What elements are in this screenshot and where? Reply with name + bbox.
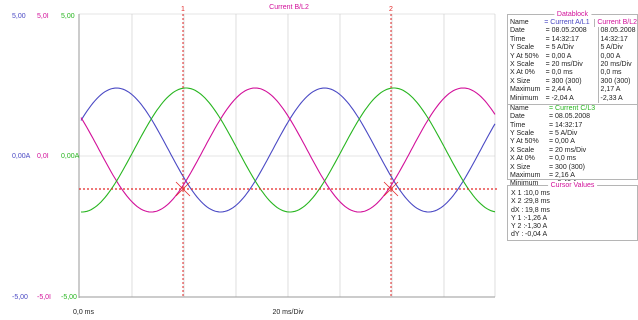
datablock-b-row-xat: X At 0% = 0,0 ms — [510, 155, 577, 163]
datablock-panel: Datablock Name = Current A/L1 Current B/… — [507, 10, 638, 187]
cursor-y1-row: Y 1 : -1,26 A — [511, 214, 548, 222]
cursor-y2-row: Y 2 : -1,30 A — [511, 223, 548, 231]
waveform-current-a-l1 — [80, 87, 496, 213]
cursor-values-title: Cursor Values — [547, 181, 598, 190]
datablock-b-row-yat: Y At 50% = 0,00 A — [510, 138, 575, 146]
datablock-b-row-date: Date = 08.05.2008 — [510, 113, 591, 121]
datablock-row-yat: Y At 50% = 0,00 A 0,00 A — [508, 52, 637, 61]
datablock-row-yscale: Y Scale = 5 A/Div 5 A/Div — [508, 44, 637, 53]
datablock-b-row-xsize: X Size = 300 (300) — [510, 163, 585, 171]
datablock-row-minimum: Minimum = -2,04 A -2,33 A — [508, 94, 637, 103]
datablock-b-row-maximum: Maximum = 2,16 A — [510, 172, 575, 180]
x-scale-label: 20 ms/Div — [272, 309, 304, 316]
datablock-row-xscale: X Scale = 20 ms/Div 20 ms/Div — [508, 60, 637, 70]
y-mid-label-b: 0,0I — [37, 153, 49, 160]
y-mid-label-a: 0,00A — [12, 153, 31, 160]
y-bottom-label-a: -5,00 — [12, 294, 28, 301]
waveform-current-c-l3 — [81, 87, 496, 213]
datablock-title: Datablock — [553, 10, 592, 19]
x-start-label: 0,0 ms — [73, 309, 95, 316]
channel-title: Current B/L2 — [269, 4, 309, 11]
datablock-b-row-name: Name = Current C/L3 — [510, 104, 596, 112]
y-top-label-c: 5,00 — [61, 13, 75, 20]
cursor-1-marker — [175, 181, 191, 197]
datablock-row-time: Time = 14:32:17 14:32:17 — [508, 35, 637, 45]
y-top-label-a: 5,00 — [12, 13, 26, 20]
cursor-x2-row: X 2 : 29,8 ms — [511, 198, 550, 206]
cursor-dy-row: dY : -0,04 A — [511, 231, 548, 239]
cursor-2-marker — [383, 181, 399, 197]
datablock-row-maximum: Maximum = 2,44 A 2,17 A — [508, 86, 637, 95]
y-bottom-label-c: -5,00 — [61, 294, 77, 301]
datablock-row-xsize: X Size = 300 (300) 300 (300) — [508, 77, 637, 87]
datablock-row-name: Name = Current A/L1 Current B/L2 — [510, 19, 637, 28]
cursor-2-label: 2 — [389, 6, 393, 13]
cursor-dx-row: dX : 19,8 ms — [511, 206, 550, 214]
datablock-b-row-xscale: X Scale = 20 ms/Div — [510, 146, 587, 154]
plot-grid — [79, 13, 496, 297]
y-mid-label-c: 0,00A — [61, 153, 80, 160]
waveform-current-b-l2 — [80, 87, 496, 213]
cursor-1-label: 1 — [181, 6, 185, 13]
datablock-row-xat: X At 0% = 0,0 ms 0,0 ms — [508, 69, 637, 78]
datablock-b-row-yscale: Y Scale = 5 A/Div — [510, 130, 578, 138]
datablock-b-row-time: Time = 14:32:17 — [510, 121, 583, 129]
y-top-label-b: 5,0I — [37, 13, 49, 20]
cursor-x1-row: X 1 : 10,0 ms — [511, 190, 550, 197]
y-bottom-label-b: -5,0I — [37, 294, 51, 301]
cursor-values-panel: Cursor Values X 1 : 10,0 ms X 2 : 29,8 m… — [507, 181, 638, 241]
datablock-row-date: Date = 08.05.2008 08.05.2008 — [510, 27, 636, 36]
